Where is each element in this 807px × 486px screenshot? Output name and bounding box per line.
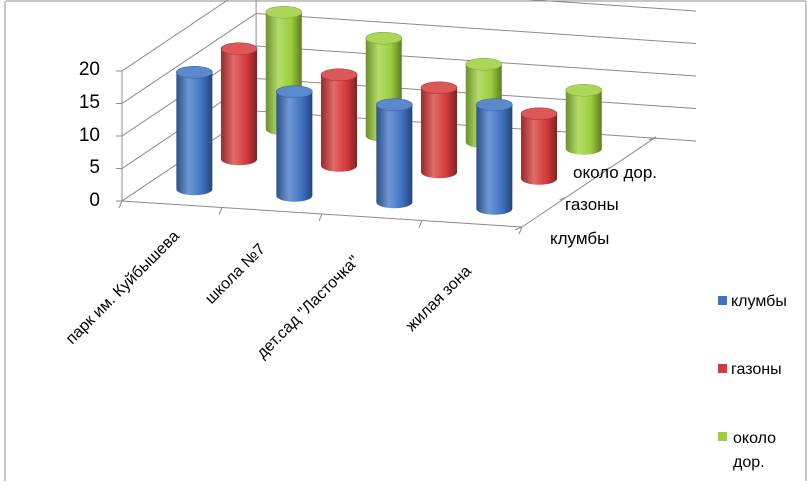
legend-label: клумбы [731,293,787,310]
cylinder-top [476,98,513,112]
cylinders [176,5,603,215]
cylinder-body [565,90,602,155]
axes [116,70,657,235]
x-tick-mark [218,207,223,215]
x-tick-mark [318,213,323,222]
gridline [527,0,697,12]
cylinder-body [321,74,358,172]
y-tick-label: 15 [79,92,100,113]
category-label: дет.сад "Ласточка" [254,253,363,362]
cylinder-top [520,107,558,121]
gridline [121,0,229,72]
legend-label-line: дор. [733,454,765,471]
chart-frame [4,0,807,481]
depth-tick-mark [559,196,567,201]
cylinder-body [176,72,213,196]
depth-axis-label: клумбы [550,229,609,248]
y-tick-label: 0 [89,190,100,211]
cylinder-body [521,113,558,185]
depth-axis-label: около дор. [573,163,657,182]
cylinder-top [320,68,358,82]
cylinder-top [176,65,213,79]
x-tick-mark [518,226,523,235]
cylinder-top [265,5,303,19]
depth-tick-mark [604,166,612,171]
depth-tick-mark [514,226,523,231]
cylinder-body [421,87,458,179]
y-tick-label: 10 [79,125,100,146]
gridline [256,13,697,44]
legend-label: газоны [731,361,782,378]
cylinder-top [220,42,258,56]
legend-swatch-gazony [718,364,727,373]
x-tick-mark [418,220,423,228]
cylinder-top [276,85,313,99]
cylinder-top [365,31,403,45]
category-label: жилая зона [403,263,475,335]
cylinder-top [420,81,458,95]
y-tick-label: 5 [89,157,100,178]
legend-swatch-klumby [718,296,727,305]
depth-axis-label: газоны [565,195,619,214]
legend-label-line: около [733,430,776,447]
category-label: парк им. Куйбышева [63,228,183,348]
legend: клумбы газоны около дор. [718,293,787,471]
cylinder-body [276,91,313,202]
cylinder-body [376,104,413,209]
depth-axis-line [521,136,657,228]
cylinder-top [465,57,503,71]
cylinder-body [221,48,258,166]
legend-swatch-okolo-dor [718,432,727,441]
y-tick-label: 20 [79,59,100,80]
cylinder-body [476,104,513,215]
category-label: школа №7 [202,241,269,308]
x-tick-mark [118,200,123,209]
cylinder-top [376,98,413,112]
legend-label: около дор. [733,430,781,471]
gridline [121,13,257,104]
cylinder-top [565,83,603,97]
depth-tick-mark [648,136,657,141]
